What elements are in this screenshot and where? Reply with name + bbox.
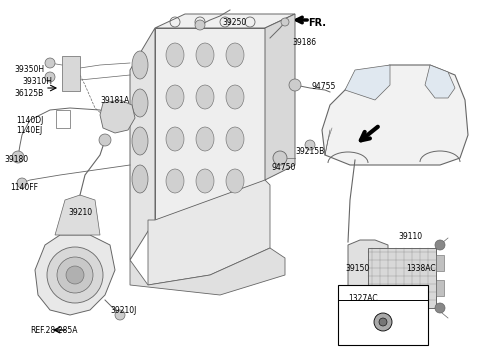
Text: 94755: 94755 <box>312 82 336 91</box>
Ellipse shape <box>196 85 214 109</box>
Circle shape <box>66 266 84 284</box>
Polygon shape <box>348 240 388 300</box>
Polygon shape <box>265 14 295 180</box>
Bar <box>62 56 80 91</box>
Bar <box>436 280 444 296</box>
Polygon shape <box>130 28 155 260</box>
Ellipse shape <box>226 169 244 193</box>
Text: 39150: 39150 <box>345 264 369 273</box>
Text: 1327AC: 1327AC <box>348 294 378 303</box>
Ellipse shape <box>166 169 184 193</box>
Ellipse shape <box>196 43 214 67</box>
Ellipse shape <box>166 85 184 109</box>
Polygon shape <box>100 100 135 133</box>
Polygon shape <box>35 235 115 315</box>
Circle shape <box>289 79 301 91</box>
Circle shape <box>12 151 24 163</box>
Bar <box>436 255 444 271</box>
Text: 39210J: 39210J <box>110 306 136 315</box>
Text: 39310H: 39310H <box>22 77 52 86</box>
Polygon shape <box>148 180 270 285</box>
Circle shape <box>195 20 205 30</box>
Circle shape <box>281 18 289 26</box>
Ellipse shape <box>226 43 244 67</box>
Ellipse shape <box>132 51 148 79</box>
Text: 39250: 39250 <box>222 18 246 27</box>
Polygon shape <box>155 14 295 28</box>
Circle shape <box>47 247 103 303</box>
Bar <box>368 248 436 308</box>
Polygon shape <box>425 65 455 98</box>
Circle shape <box>45 72 55 82</box>
Bar <box>338 285 428 345</box>
Circle shape <box>435 303 445 313</box>
Circle shape <box>435 240 445 250</box>
Circle shape <box>17 178 27 188</box>
Text: 39215B: 39215B <box>295 147 324 156</box>
Ellipse shape <box>166 43 184 67</box>
Text: 39180: 39180 <box>4 155 28 164</box>
Circle shape <box>379 318 387 326</box>
Circle shape <box>57 257 93 293</box>
Circle shape <box>273 151 287 165</box>
Ellipse shape <box>226 85 244 109</box>
Ellipse shape <box>196 127 214 151</box>
Polygon shape <box>322 65 468 165</box>
Text: 94750: 94750 <box>272 163 296 172</box>
Circle shape <box>99 134 111 146</box>
Ellipse shape <box>226 127 244 151</box>
Polygon shape <box>55 195 100 235</box>
Circle shape <box>305 140 315 150</box>
Polygon shape <box>345 65 390 100</box>
Text: 1140EJ: 1140EJ <box>16 126 42 135</box>
Text: 1140FF: 1140FF <box>10 183 38 192</box>
Text: FR.: FR. <box>308 18 326 28</box>
Ellipse shape <box>132 89 148 117</box>
Text: 39210: 39210 <box>68 208 92 217</box>
Bar <box>56 110 70 128</box>
Ellipse shape <box>166 127 184 151</box>
Text: 39186: 39186 <box>292 38 316 47</box>
Ellipse shape <box>196 169 214 193</box>
Text: 1338AC: 1338AC <box>406 264 436 273</box>
Text: 36125B: 36125B <box>14 89 43 98</box>
Circle shape <box>115 310 125 320</box>
Text: 39350H: 39350H <box>14 65 44 74</box>
Circle shape <box>374 313 392 331</box>
Polygon shape <box>155 28 265 220</box>
Text: 39181A: 39181A <box>100 96 129 105</box>
Polygon shape <box>130 248 285 295</box>
Ellipse shape <box>132 165 148 193</box>
Circle shape <box>45 58 55 68</box>
Text: REF.28-285A: REF.28-285A <box>30 326 77 335</box>
Ellipse shape <box>132 127 148 155</box>
Text: 1140DJ: 1140DJ <box>16 116 43 125</box>
Text: 39110: 39110 <box>398 232 422 241</box>
